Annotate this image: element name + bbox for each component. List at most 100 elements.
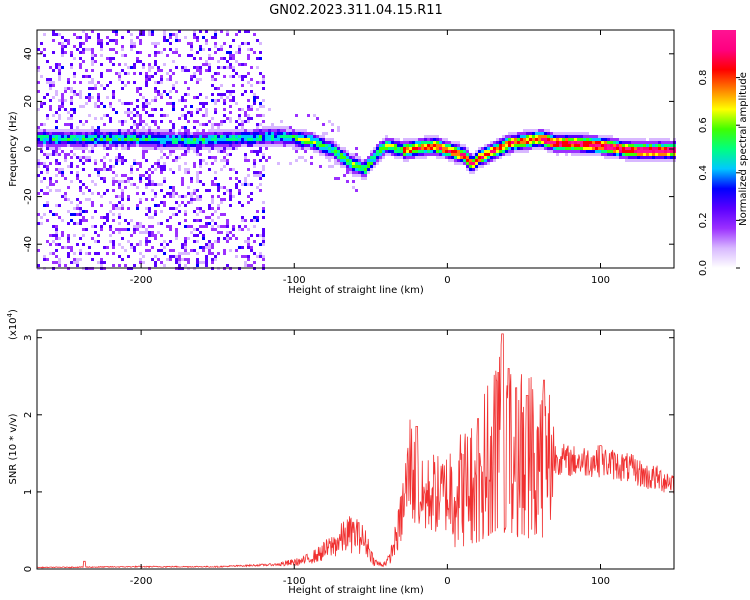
heatmap-cell xyxy=(235,135,238,138)
heatmap-cell xyxy=(124,186,127,189)
heatmap-cell xyxy=(91,78,94,81)
heatmap-cell xyxy=(52,225,55,228)
heatmap-cell xyxy=(616,150,619,153)
heatmap-cell xyxy=(259,171,262,174)
heatmap-cell xyxy=(229,249,232,252)
heatmap-cell xyxy=(37,165,40,168)
heatmap-cell xyxy=(493,141,496,144)
heatmap-cell xyxy=(433,138,436,141)
heatmap-cell xyxy=(238,135,241,138)
heatmap-cell xyxy=(67,246,70,249)
heatmap-cell xyxy=(184,117,187,120)
heatmap-cell xyxy=(175,144,178,147)
heatmap-cell xyxy=(94,210,97,213)
heatmap-cell xyxy=(577,132,580,135)
heatmap-cell xyxy=(145,159,148,162)
heatmap-cell xyxy=(313,147,316,150)
heatmap-cell xyxy=(142,129,145,132)
heatmap-cell xyxy=(112,108,115,111)
heatmap-cell xyxy=(262,201,265,204)
heatmap-cell xyxy=(259,252,262,255)
heatmap-cell xyxy=(298,132,301,135)
heatmap-cell xyxy=(262,258,265,261)
heatmap-cell xyxy=(607,138,610,141)
heatmap-cell xyxy=(124,138,127,141)
heatmap-cell xyxy=(238,141,241,144)
heatmap-cell xyxy=(85,69,88,72)
heatmap-cell xyxy=(43,33,46,36)
heatmap-cell xyxy=(628,144,631,147)
heatmap-cell xyxy=(166,135,169,138)
heatmap-cell xyxy=(91,204,94,207)
heatmap-cell xyxy=(241,219,244,222)
heatmap-cell xyxy=(238,138,241,141)
heatmap-cell xyxy=(259,138,262,141)
heatmap-cell xyxy=(157,51,160,54)
heatmap-cell xyxy=(154,195,157,198)
heatmap-cell xyxy=(46,129,49,132)
heatmap-cell xyxy=(184,237,187,240)
heatmap-cell xyxy=(397,156,400,159)
heatmap-cell xyxy=(373,159,376,162)
heatmap-cell xyxy=(301,132,304,135)
heatmap-cell xyxy=(616,141,619,144)
heatmap-cell xyxy=(223,213,226,216)
heatmap-cell xyxy=(400,144,403,147)
heatmap-cell xyxy=(169,207,172,210)
heatmap-cell xyxy=(121,123,124,126)
heatmap-cell xyxy=(40,150,43,153)
heatmap-cell xyxy=(526,150,529,153)
heatmap-cell xyxy=(205,63,208,66)
heatmap-cell xyxy=(487,159,490,162)
heatmap-cell xyxy=(208,135,211,138)
heatmap-cell xyxy=(334,153,337,156)
heatmap-cell xyxy=(346,165,349,168)
heatmap-cell xyxy=(130,171,133,174)
heatmap-cell xyxy=(244,219,247,222)
heatmap-cell xyxy=(217,252,220,255)
heatmap-cell xyxy=(181,66,184,69)
heatmap-cell xyxy=(88,198,91,201)
heatmap-cell xyxy=(256,141,259,144)
heatmap-cell xyxy=(484,156,487,159)
heatmap-cell xyxy=(70,117,73,120)
heatmap-cell xyxy=(49,66,52,69)
heatmap-cell xyxy=(181,108,184,111)
heatmap-cell xyxy=(205,264,208,267)
heatmap-cell xyxy=(559,141,562,144)
heatmap-cell xyxy=(232,144,235,147)
heatmap-cell xyxy=(142,225,145,228)
heatmap-cell xyxy=(277,132,280,135)
heatmap-cell xyxy=(142,102,145,105)
heatmap-cell xyxy=(157,141,160,144)
heatmap-cell xyxy=(457,153,460,156)
heatmap-cell xyxy=(178,168,181,171)
heatmap-cell xyxy=(457,162,460,165)
heatmap-cell xyxy=(211,144,214,147)
heatmap-cell xyxy=(262,216,265,219)
heatmap-cell xyxy=(388,141,391,144)
heatmap-cell xyxy=(265,141,268,144)
heatmap-cell xyxy=(226,132,229,135)
heatmap-cell xyxy=(103,168,106,171)
heatmap-cell xyxy=(58,33,61,36)
heatmap-cell xyxy=(196,147,199,150)
heatmap-cell xyxy=(283,141,286,144)
heatmap-cell xyxy=(76,261,79,264)
heatmap-cell xyxy=(181,132,184,135)
heatmap-cell xyxy=(325,144,328,147)
heatmap-cell xyxy=(469,162,472,165)
heatmap-cell xyxy=(139,258,142,261)
heatmap-cell xyxy=(316,138,319,141)
heatmap-cell xyxy=(217,237,220,240)
heatmap-cell xyxy=(178,165,181,168)
heatmap-cell xyxy=(217,216,220,219)
heatmap-cell xyxy=(103,138,106,141)
heatmap-cell xyxy=(133,42,136,45)
heatmap-cell xyxy=(292,132,295,135)
heatmap-cell xyxy=(364,171,367,174)
heatmap-cell xyxy=(160,96,163,99)
heatmap-cell xyxy=(631,147,634,150)
heatmap-cell xyxy=(520,138,523,141)
heatmap-cell xyxy=(538,132,541,135)
